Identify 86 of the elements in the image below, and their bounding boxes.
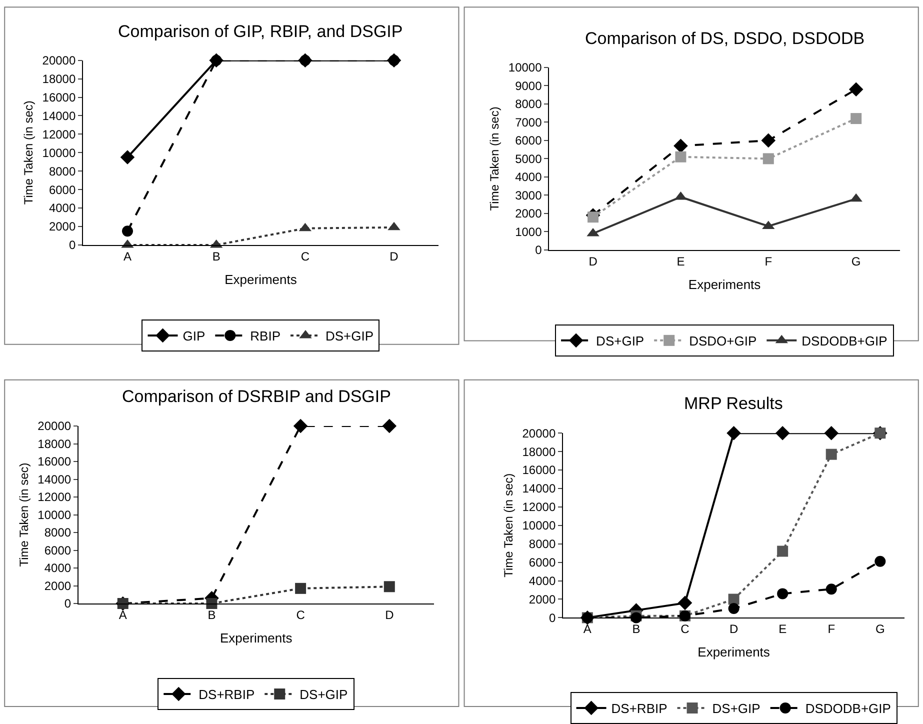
y-tick-label: 12000	[42, 127, 76, 142]
y-tick-label: 8000	[44, 526, 72, 540]
chart-title: Comparison of DS, DSDO, DSDODB	[585, 29, 865, 48]
y-axis-title: Time Taken (in sec)	[16, 462, 31, 567]
x-tick-label: G	[851, 254, 861, 268]
y-tick-label: 10000	[522, 518, 556, 533]
y-axis-title: Time Taken (in sec)	[22, 100, 36, 205]
x-tick-label: D	[390, 249, 399, 264]
legend-label: DS+RBIP	[198, 687, 255, 702]
x-tick-label: A	[583, 622, 592, 636]
legend-label: DS+GIP	[325, 328, 374, 344]
x-tick-label: A	[118, 608, 127, 622]
x-tick-label: D	[729, 622, 738, 636]
legend-label: DS+GIP	[596, 333, 644, 348]
chart-title: Comparison of GIP, RBIP, and DSGIP	[118, 22, 403, 41]
y-tick-label: 3000	[515, 188, 542, 202]
y-tick-label: 10000	[42, 146, 76, 160]
x-axis-title: Experiments	[224, 272, 298, 287]
x-tick-label: B	[208, 608, 216, 622]
y-tick-label: 16000	[38, 454, 72, 469]
x-axis-title: Experiments	[688, 276, 762, 292]
legend-label: DS+GIP	[712, 701, 760, 716]
x-tick-label: C	[300, 249, 310, 264]
legend-label: DS+RBIP	[611, 701, 668, 716]
y-tick-label: 8000	[48, 164, 76, 178]
y-tick-label: 20000	[38, 419, 72, 434]
y-tick-label: 2000	[515, 206, 542, 221]
y-tick-label: 2000	[528, 592, 556, 606]
x-tick-label: A	[123, 249, 132, 264]
legend-label: DSDODB+GIP	[805, 701, 891, 716]
y-axis-title: Time Taken (in sec)	[488, 106, 502, 211]
x-tick-label: E	[676, 254, 685, 268]
y-tick-label: 14000	[38, 472, 72, 486]
y-tick-label: 14000	[42, 108, 76, 123]
x-tick-label: E	[778, 622, 787, 636]
x-tick-label: D	[385, 608, 394, 622]
y-tick-label: 8000	[515, 97, 542, 112]
y-tick-label: 5000	[515, 152, 542, 166]
y-tick-label: 16000	[522, 463, 556, 478]
legend-label: RBIP	[250, 328, 280, 344]
y-tick-label: 0	[68, 238, 76, 252]
legend-label: DSDODB+GIP	[802, 333, 888, 348]
legend-label: DS+GIP	[300, 687, 348, 702]
x-tick-label: B	[212, 249, 220, 264]
x-tick-label: F	[828, 622, 836, 636]
y-tick-label: 12000	[38, 490, 72, 504]
legend-label: GIP	[182, 328, 206, 344]
y-tick-label: 18000	[522, 444, 556, 459]
y-tick-label: 6000	[44, 543, 72, 558]
y-tick-label: 4000	[48, 201, 76, 216]
x-tick-label: C	[680, 622, 690, 636]
y-tick-label: 4000	[44, 561, 72, 576]
y-tick-label: 4000	[515, 170, 542, 184]
y-tick-label: 10000	[38, 508, 72, 522]
y-tick-label: 8000	[528, 537, 556, 552]
y-tick-label: 2000	[48, 220, 76, 234]
x-tick-label: B	[632, 622, 640, 636]
y-tick-label: 6000	[528, 556, 556, 570]
y-tick-label: 20000	[42, 54, 76, 68]
y-tick-label: 9000	[515, 78, 542, 93]
y-axis-title: Time Taken (in sec)	[502, 473, 516, 578]
y-tick-label: 1000	[515, 224, 542, 239]
y-tick-label: 6000	[48, 182, 76, 197]
y-tick-label: 14000	[522, 482, 556, 496]
y-tick-label: 7000	[515, 115, 542, 130]
y-tick-label: 2000	[44, 578, 72, 593]
x-axis-title: Experiments	[220, 630, 293, 646]
x-tick-label: D	[588, 254, 598, 268]
chart-title: MRP Results	[684, 394, 783, 413]
x-axis-title: Experiments	[698, 644, 770, 660]
x-tick-label: G	[875, 622, 885, 636]
y-tick-label: 0	[548, 610, 556, 625]
y-tick-label: 18000	[38, 436, 72, 451]
y-tick-label: 6000	[515, 134, 542, 148]
y-tick-label: 20000	[522, 426, 556, 440]
y-tick-label: 10000	[508, 60, 542, 75]
y-tick-label: 0	[64, 596, 72, 611]
x-tick-label: C	[296, 608, 306, 622]
y-tick-label: 4000	[528, 574, 556, 588]
y-tick-label: 16000	[42, 90, 76, 104]
y-tick-label: 0	[535, 243, 542, 258]
chart-title: Comparison of DSRBIP and DSGIP	[122, 387, 391, 406]
x-tick-label: F	[764, 254, 772, 268]
y-tick-label: 18000	[42, 72, 76, 86]
legend-label: DSDO+GIP	[689, 333, 757, 348]
y-tick-label: 12000	[522, 500, 556, 514]
